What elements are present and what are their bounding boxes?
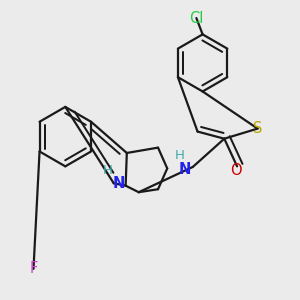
- Text: H: H: [175, 149, 185, 162]
- Text: N: N: [178, 162, 191, 177]
- Text: N: N: [112, 176, 125, 191]
- Text: Cl: Cl: [189, 11, 204, 26]
- Text: F: F: [29, 261, 38, 276]
- Text: S: S: [253, 121, 262, 136]
- Text: O: O: [230, 163, 242, 178]
- Text: H: H: [103, 164, 113, 177]
